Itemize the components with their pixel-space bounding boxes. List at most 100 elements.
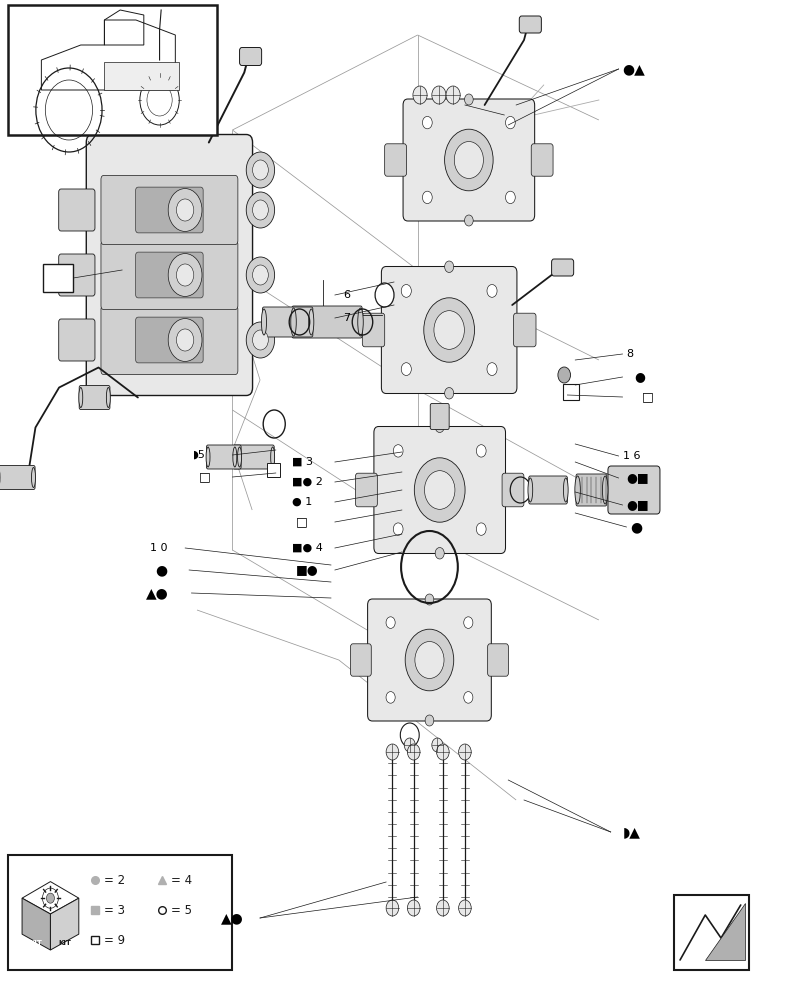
Circle shape xyxy=(464,215,473,226)
Text: ●▲: ●▲ xyxy=(623,62,645,76)
Circle shape xyxy=(177,264,194,286)
Circle shape xyxy=(415,642,444,678)
Text: ●: ● xyxy=(634,370,645,383)
FancyBboxPatch shape xyxy=(519,16,541,33)
Ellipse shape xyxy=(238,447,241,467)
Text: ■ 3: ■ 3 xyxy=(292,457,313,467)
Text: 1 6: 1 6 xyxy=(623,451,640,461)
Circle shape xyxy=(437,744,449,760)
Circle shape xyxy=(424,298,474,362)
Ellipse shape xyxy=(271,447,275,467)
Bar xyxy=(43,264,73,292)
Circle shape xyxy=(386,617,395,628)
Text: ● 1: ● 1 xyxy=(292,497,312,507)
Text: 7: 7 xyxy=(343,313,350,323)
Circle shape xyxy=(252,160,268,180)
Circle shape xyxy=(422,191,432,204)
Circle shape xyxy=(246,192,275,228)
Text: ●: ● xyxy=(155,563,167,577)
Circle shape xyxy=(252,200,268,220)
Circle shape xyxy=(168,189,202,231)
FancyBboxPatch shape xyxy=(292,306,362,338)
Bar xyxy=(105,62,180,90)
Circle shape xyxy=(426,715,433,726)
FancyBboxPatch shape xyxy=(430,403,449,430)
FancyBboxPatch shape xyxy=(136,187,203,233)
Circle shape xyxy=(252,265,268,285)
Text: ▲●: ▲● xyxy=(146,586,169,600)
Circle shape xyxy=(432,86,446,104)
Circle shape xyxy=(386,744,399,760)
Circle shape xyxy=(246,322,275,358)
FancyBboxPatch shape xyxy=(529,476,567,504)
Text: = 5: = 5 xyxy=(171,904,192,916)
Circle shape xyxy=(444,387,454,399)
FancyBboxPatch shape xyxy=(206,445,241,469)
FancyBboxPatch shape xyxy=(136,317,203,363)
Text: KIT: KIT xyxy=(30,940,43,946)
Bar xyxy=(674,895,749,970)
Text: 8: 8 xyxy=(626,349,634,359)
Text: ▲●: ▲● xyxy=(221,911,243,925)
FancyBboxPatch shape xyxy=(58,189,95,231)
FancyBboxPatch shape xyxy=(355,473,377,507)
Circle shape xyxy=(405,629,454,691)
Circle shape xyxy=(386,900,399,916)
Circle shape xyxy=(375,283,394,307)
Ellipse shape xyxy=(309,309,314,335)
Circle shape xyxy=(432,738,443,752)
Circle shape xyxy=(393,523,403,535)
Circle shape xyxy=(437,900,449,916)
Bar xyxy=(563,384,579,400)
Circle shape xyxy=(413,86,427,104)
Circle shape xyxy=(414,458,465,522)
Ellipse shape xyxy=(206,447,210,467)
Ellipse shape xyxy=(291,308,296,336)
FancyBboxPatch shape xyxy=(79,385,110,410)
Circle shape xyxy=(422,116,432,129)
Text: ◗▲: ◗▲ xyxy=(623,825,641,839)
FancyBboxPatch shape xyxy=(101,175,238,245)
Circle shape xyxy=(455,142,483,178)
Text: ■●: ■● xyxy=(296,564,318,576)
Circle shape xyxy=(435,548,444,559)
Circle shape xyxy=(246,257,275,293)
FancyBboxPatch shape xyxy=(576,474,607,506)
FancyBboxPatch shape xyxy=(374,426,506,554)
FancyBboxPatch shape xyxy=(87,134,252,395)
FancyBboxPatch shape xyxy=(362,313,385,347)
Circle shape xyxy=(459,900,471,916)
Ellipse shape xyxy=(358,308,363,336)
Circle shape xyxy=(43,888,58,908)
Text: ■● 4: ■● 4 xyxy=(292,543,322,553)
FancyBboxPatch shape xyxy=(608,466,660,514)
FancyBboxPatch shape xyxy=(502,473,524,507)
Circle shape xyxy=(168,254,202,296)
Ellipse shape xyxy=(574,476,580,504)
FancyBboxPatch shape xyxy=(58,319,95,361)
Ellipse shape xyxy=(106,387,110,408)
Circle shape xyxy=(505,116,515,129)
FancyBboxPatch shape xyxy=(101,240,238,310)
Text: 1 0: 1 0 xyxy=(150,543,167,553)
Text: = 9: = 9 xyxy=(104,934,125,946)
Circle shape xyxy=(177,199,194,221)
Text: ■● 2: ■● 2 xyxy=(292,477,322,487)
Circle shape xyxy=(487,363,497,375)
Circle shape xyxy=(463,692,473,703)
FancyBboxPatch shape xyxy=(514,313,536,347)
Circle shape xyxy=(476,445,486,457)
FancyBboxPatch shape xyxy=(101,305,238,375)
FancyBboxPatch shape xyxy=(367,599,492,721)
Circle shape xyxy=(246,152,275,188)
Ellipse shape xyxy=(563,478,568,502)
Circle shape xyxy=(386,692,395,703)
FancyBboxPatch shape xyxy=(381,266,517,393)
Circle shape xyxy=(446,86,460,104)
Text: = 3: = 3 xyxy=(104,904,125,916)
FancyBboxPatch shape xyxy=(385,144,407,176)
Ellipse shape xyxy=(602,476,608,504)
Circle shape xyxy=(426,594,433,605)
Text: ◗5: ◗5 xyxy=(193,450,206,460)
Circle shape xyxy=(46,893,54,903)
